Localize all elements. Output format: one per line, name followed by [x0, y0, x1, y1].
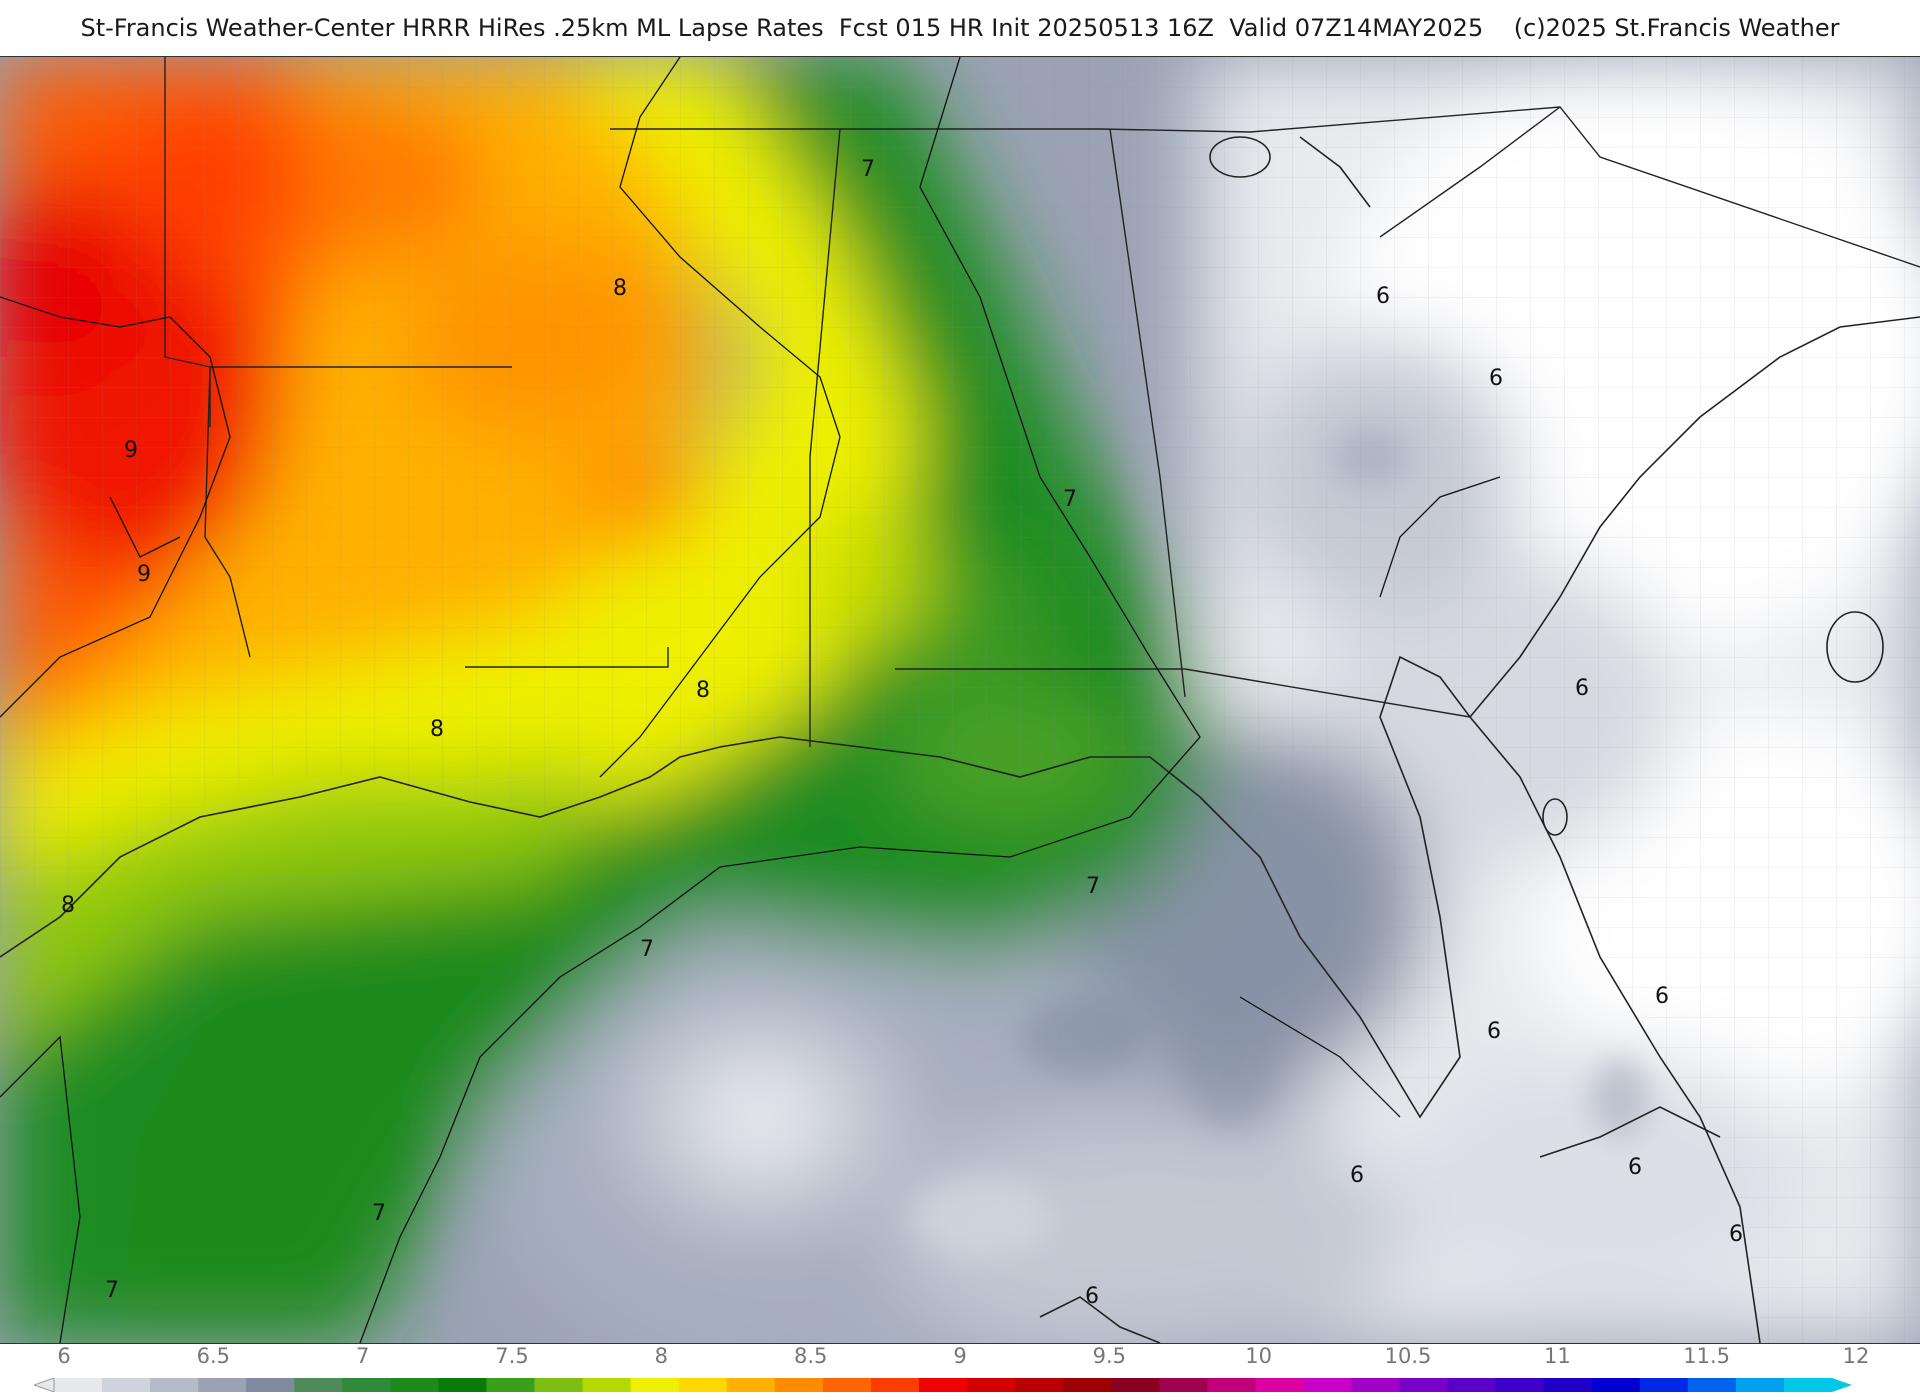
- contour-label: 6: [1376, 284, 1390, 309]
- contour-label: 7: [372, 1201, 386, 1226]
- contour-label: 7: [105, 1278, 119, 1303]
- colorbar: [34, 1378, 1852, 1392]
- colorbar-tick-label: 8.5: [793, 1344, 828, 1368]
- contour-label: 8: [696, 678, 710, 703]
- colorbar-swatch: [1207, 1378, 1256, 1392]
- colorbar-tick-label: 9.5: [1092, 1344, 1127, 1368]
- colorbar-swatch: [1303, 1378, 1352, 1392]
- colorbar-tick-label: 11.5: [1683, 1344, 1731, 1368]
- colorbar-swatch: [1687, 1378, 1737, 1392]
- contour-label: 7: [1063, 487, 1077, 512]
- contour-label: 7: [1086, 874, 1100, 899]
- colorbar-tick-label: 6: [57, 1344, 71, 1368]
- colorbar-swatch: [534, 1378, 584, 1392]
- contour-label: 6: [1085, 1284, 1099, 1309]
- colorbar-swatch: [918, 1378, 968, 1392]
- colorbar-tick-label: 11: [1543, 1344, 1571, 1368]
- colorbar-swatch: [1159, 1378, 1208, 1392]
- colorbar-min-arrow: [34, 1378, 55, 1392]
- map-canvas: 8 9 9 8 8 8 7 7 7 7 7 7 6 6 6 6 6 6 6 6 …: [0, 57, 1920, 1343]
- colorbar-swatch: [246, 1378, 295, 1392]
- colorbar-swatch: [1399, 1378, 1449, 1392]
- colorbar-swatch: [486, 1378, 536, 1392]
- colorbar-swatch: [1591, 1378, 1641, 1392]
- colorbar-tick-label: 10: [1245, 1344, 1273, 1368]
- contour-label: 6: [1628, 1155, 1642, 1180]
- colorbar-tick-label: 6.5: [196, 1344, 231, 1368]
- colorbar-swatch: [1111, 1378, 1160, 1392]
- lapse-rate-map: 8 9 9 8 8 8 7 7 7 7 7 7 6 6 6 6 6 6 6 6 …: [0, 56, 1920, 1344]
- colorbar-swatch: [1015, 1378, 1064, 1392]
- colorbar-swatch: [774, 1378, 824, 1392]
- colorbar-swatch: [1543, 1378, 1593, 1392]
- contour-label: 6: [1489, 366, 1503, 391]
- contour-label: 6: [1729, 1222, 1743, 1247]
- contour-label: 7: [861, 157, 875, 182]
- colorbar-tick-label: 9: [953, 1344, 967, 1368]
- contour-label: 6: [1350, 1163, 1364, 1188]
- contour-lines: [0, 57, 1501, 1343]
- colorbar-swatch: [822, 1378, 872, 1392]
- contour-label-group: 8 9 9 8 8 8 7 7 7 7 7 7 6 6 6 6 6 6 6 6 …: [61, 157, 1743, 1309]
- colorbar-tick-label: 7: [355, 1344, 370, 1368]
- map-title: St-Francis Weather-Center HRRR HiRes .25…: [80, 14, 1840, 42]
- colorbar-swatch: [1495, 1378, 1545, 1392]
- colorbar-swatch: [438, 1378, 487, 1392]
- colorbar-swatch: [1255, 1378, 1304, 1392]
- colorbar-swatch: [967, 1378, 1016, 1392]
- colorbar-swatch: [678, 1378, 728, 1392]
- contour-label: 9: [137, 562, 151, 587]
- colorbar-ticks: 6 6.5 7 7.5 8 8.5 9 9.5 10 10.5 11 11.5 12: [0, 1342, 1920, 1372]
- contour-label: 6: [1655, 984, 1669, 1009]
- colorbar-swatch: [870, 1378, 920, 1392]
- contour-label: 7: [640, 937, 654, 962]
- colorbar-max-arrow: [1832, 1378, 1852, 1392]
- colorbar-swatch: [1447, 1378, 1497, 1392]
- colorbar-swatch: [582, 1378, 632, 1392]
- contour-label: 9: [124, 438, 138, 463]
- colorbar-tick-label: 8: [654, 1344, 669, 1368]
- colorbar-swatch: [390, 1378, 439, 1392]
- contour-label: 8: [613, 276, 627, 301]
- contour-label: 8: [61, 893, 75, 918]
- colorbar-swatch: [1735, 1378, 1785, 1392]
- contour-label: 6: [1487, 1019, 1501, 1044]
- colorbar-swatch: [150, 1378, 199, 1392]
- state-borders: [164, 57, 1920, 747]
- colorbar-tick-label: 12: [1842, 1344, 1870, 1368]
- colorbar-swatch: [342, 1378, 391, 1392]
- contour-label: 6: [1575, 676, 1589, 701]
- colorbar-swatch: [294, 1378, 343, 1392]
- contour-label: 8: [430, 717, 444, 742]
- colorbar-swatch: [1063, 1378, 1112, 1392]
- coastline: [0, 136, 1920, 1343]
- colorbar-swatch: [630, 1378, 680, 1392]
- lapse-rate-field: [0, 57, 1920, 1343]
- colorbar-tick-label: 7.5: [495, 1344, 529, 1368]
- colorbar-swatch: [726, 1378, 776, 1392]
- colorbar-swatch: [1783, 1378, 1833, 1392]
- colorbar-swatch: [1351, 1378, 1401, 1392]
- colorbar-tick-label: 10.5: [1384, 1344, 1432, 1368]
- colorbar-swatch: [102, 1378, 151, 1392]
- colorbar-swatch: [1639, 1378, 1689, 1392]
- colorbar-swatch: [54, 1378, 103, 1392]
- colorbar-swatch: [198, 1378, 247, 1392]
